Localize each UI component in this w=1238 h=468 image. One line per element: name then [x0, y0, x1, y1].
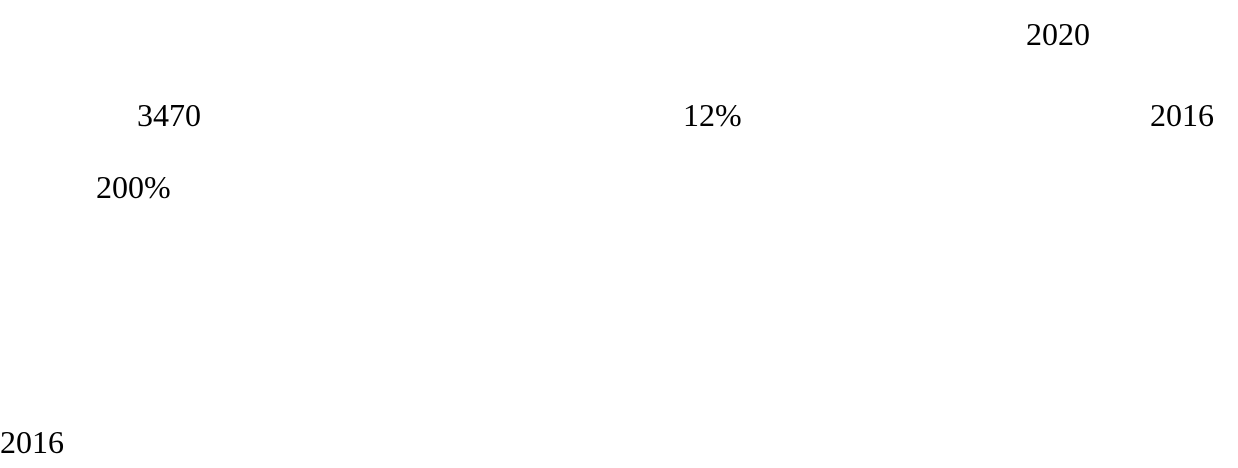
text-fragment: 2016 [0, 424, 64, 460]
text-fragment: 3470 [137, 97, 201, 133]
text-fragment: 12% [683, 97, 742, 133]
text-fragment: 200% [96, 169, 171, 205]
text-fragment: 2016 [1150, 97, 1214, 133]
text-fragment: 2020 [1026, 16, 1090, 52]
